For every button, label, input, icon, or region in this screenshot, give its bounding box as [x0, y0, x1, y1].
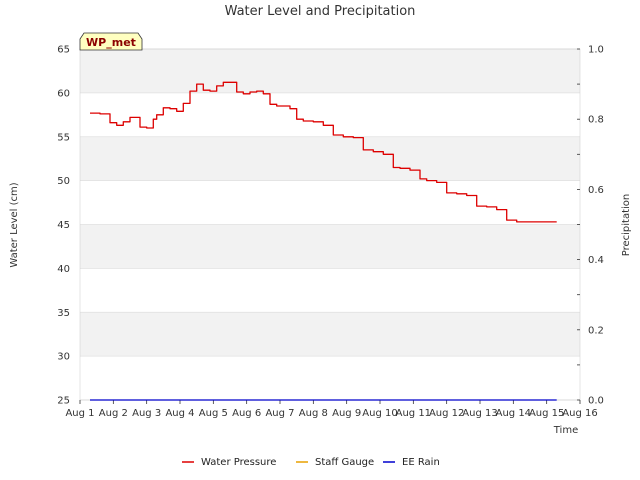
y-tick-label: 40 — [57, 264, 70, 275]
x-tick-label: Aug 16 — [562, 408, 597, 419]
x-tick-label: Aug 1 — [65, 408, 94, 419]
x-axis-title: Time — [553, 425, 578, 436]
x-tick-label: Aug 7 — [265, 408, 294, 419]
x-tick-label: Aug 14 — [496, 408, 531, 419]
y-tick-label: 35 — [57, 308, 70, 319]
x-tick-label: Aug 10 — [362, 408, 397, 419]
legend-label-staff-gauge: Staff Gauge — [315, 457, 374, 468]
x-tick-label: Aug 9 — [332, 408, 361, 419]
grid-band — [80, 49, 580, 93]
y-tick-label: 25 — [57, 396, 70, 407]
water-pressure-line — [90, 81, 557, 223]
legend: Water Pressure Staff Gauge EE Rain — [182, 457, 440, 468]
legend-label-water-pressure: Water Pressure — [201, 457, 276, 468]
grid-band — [80, 136, 580, 181]
y-axis: 25 30 35 40 45 50 55 60 65 — [57, 45, 70, 407]
y2-axis: 0.0 0.2 0.4 0.6 0.8 1.0 — [577, 45, 604, 407]
y2-tick-label: 0.8 — [588, 115, 604, 126]
x-tick-label: Aug 6 — [232, 408, 261, 419]
y2-tick-label: 0.4 — [588, 255, 604, 266]
x-tick-label: Aug 13 — [462, 408, 497, 419]
legend-label-ee-rain: EE Rain — [402, 457, 440, 468]
station-label-box: WP_met — [79, 32, 143, 51]
y-tick-label: 55 — [57, 132, 70, 143]
series-layer — [90, 81, 557, 401]
x-tick-label: Aug 5 — [199, 408, 228, 419]
y2-tick-label: 0.6 — [588, 185, 604, 196]
grid-band — [80, 224, 580, 269]
y-tick-label: 65 — [57, 45, 70, 56]
station-label: WP_met — [86, 36, 136, 49]
y-tick-label: 45 — [57, 220, 70, 231]
y2-axis-title: Precipitation — [621, 194, 632, 257]
y2-tick-label: 1.0 — [588, 45, 604, 56]
y2-tick-label: 0.0 — [588, 396, 604, 407]
x-tick-label: Aug 15 — [529, 408, 564, 419]
grid-band — [80, 312, 580, 357]
y2-tick-label: 0.2 — [588, 325, 604, 336]
x-tick-label: Aug 4 — [165, 408, 194, 419]
y-tick-label: 30 — [57, 352, 70, 363]
station-label-background — [79, 32, 143, 51]
grid-bands — [80, 49, 580, 357]
x-tick-label: Aug 2 — [99, 408, 128, 419]
x-tick-label: Aug 3 — [132, 408, 161, 419]
chart-title: Water Level and Precipitation — [225, 4, 416, 19]
x-axis: Aug 1 Aug 2 Aug 3 Aug 4 Aug 5 Aug 6 Aug 7 Aug 8… — [65, 400, 598, 419]
y-tick-label: 50 — [57, 176, 70, 187]
x-tick-label: Aug 8 — [299, 408, 328, 419]
x-tick-label: Aug 11 — [396, 408, 431, 419]
y-tick-label: 60 — [57, 88, 70, 99]
y-axis-title: Water Level (cm) — [9, 182, 20, 267]
x-tick-label: Aug 12 — [429, 408, 464, 419]
